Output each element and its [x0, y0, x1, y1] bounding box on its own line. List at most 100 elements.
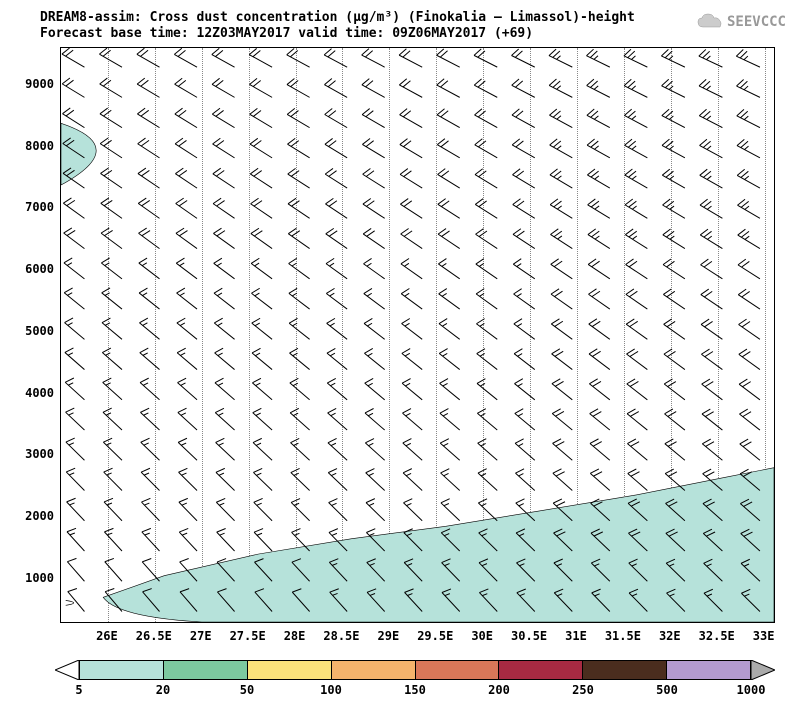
wind-barb — [179, 496, 204, 521]
wind-barb — [214, 286, 240, 309]
x-tick-label: 31.5E — [605, 629, 641, 643]
wind-barb — [553, 467, 578, 491]
x-tick-label: 31E — [565, 629, 587, 643]
wind-barb — [587, 137, 614, 158]
wind-barb — [287, 77, 314, 98]
wind-barb — [474, 48, 501, 67]
wind-barb — [702, 407, 728, 430]
wind-barb — [624, 107, 651, 127]
wind-barb — [700, 227, 727, 248]
wind-barb — [175, 166, 202, 188]
wind-barb — [103, 436, 128, 461]
wind-barb — [701, 287, 728, 309]
wind-barb — [330, 586, 354, 611]
wind-barb — [552, 347, 578, 370]
wind-barb — [516, 556, 541, 581]
wind-barb — [437, 77, 464, 97]
wind-barb — [329, 556, 353, 581]
wind-barb — [703, 467, 729, 491]
wind-barb — [477, 346, 503, 369]
wind-barb — [512, 167, 539, 188]
wind-barb — [441, 526, 466, 551]
wind-barb — [400, 197, 427, 219]
wind-barb — [177, 286, 203, 309]
wind-barb — [250, 77, 277, 98]
wind-barb — [140, 406, 165, 430]
wind-barb — [64, 256, 90, 279]
wind-barb — [288, 196, 315, 218]
wind-barb — [139, 316, 165, 339]
wind-barb — [138, 196, 164, 218]
wind-barb — [666, 557, 691, 582]
wind-barb — [363, 167, 390, 188]
y-tick-label: 4000 — [25, 386, 54, 400]
wind-barb — [551, 257, 578, 279]
wind-barb — [175, 106, 202, 127]
wind-barb — [512, 48, 539, 67]
wind-barb — [515, 466, 540, 490]
wind-barb — [516, 526, 541, 551]
wind-barb — [176, 256, 202, 279]
wind-barb — [626, 257, 653, 279]
wind-barb — [326, 256, 352, 279]
wind-barb — [137, 76, 164, 97]
wind-barb — [250, 107, 277, 128]
wind-barb — [177, 316, 203, 339]
wind-barb — [627, 347, 653, 370]
wind-barb — [515, 406, 541, 430]
wind-barb — [254, 526, 278, 551]
wind-barb — [214, 316, 240, 339]
wind-barb — [288, 226, 314, 248]
wind-barb — [589, 377, 615, 400]
wind-barb — [326, 286, 352, 309]
colorbar-tick-label: 100 — [320, 683, 342, 697]
wind-barb — [440, 376, 466, 399]
wind-barb — [363, 226, 390, 248]
wind-barb — [628, 497, 653, 521]
wind-barb — [253, 406, 278, 430]
y-tick-label: 1000 — [25, 571, 54, 585]
wind-barb — [439, 316, 465, 339]
wind-barb — [478, 466, 503, 490]
wind-barb — [437, 107, 464, 128]
wind-barb — [214, 256, 240, 279]
wind-barb — [251, 256, 277, 279]
wind-barb — [363, 256, 389, 278]
wind-barb — [364, 286, 390, 309]
wind-barb — [101, 256, 127, 279]
wind-barb — [289, 286, 315, 309]
wind-barb — [737, 108, 764, 128]
wind-barb — [741, 527, 766, 551]
wind-barb — [362, 137, 389, 158]
wind-barb — [364, 346, 390, 369]
wind-barb — [290, 376, 316, 400]
wind-barb — [628, 527, 653, 551]
wind-barb — [329, 526, 354, 551]
x-tick-label: 29E — [378, 629, 400, 643]
wind-barb — [327, 346, 353, 369]
wind-barb — [699, 78, 726, 98]
wind-barb — [365, 406, 391, 430]
wind-barb — [629, 557, 654, 582]
wind-barb — [516, 496, 541, 520]
wind-barb — [292, 556, 316, 581]
wind-barb — [251, 286, 277, 309]
wind-barb — [143, 586, 167, 612]
wind-barb — [402, 406, 428, 430]
wind-barb — [625, 137, 652, 157]
wind-barb — [250, 136, 277, 157]
wind-barb — [66, 436, 91, 461]
colorbar-tick-label: 500 — [656, 683, 678, 697]
wind-barb — [63, 166, 90, 188]
wind-barb — [739, 377, 765, 400]
x-tick-label: 30E — [471, 629, 493, 643]
wind-barb — [102, 316, 128, 340]
wind-barb — [666, 497, 691, 521]
wind-barb — [142, 526, 166, 551]
colorbar-tick-label: 200 — [488, 683, 510, 697]
wind-barb — [665, 467, 691, 491]
wind-barb — [254, 556, 278, 581]
wind-barb — [141, 436, 166, 461]
wind-barb — [215, 346, 241, 370]
wind-barb — [178, 406, 203, 430]
